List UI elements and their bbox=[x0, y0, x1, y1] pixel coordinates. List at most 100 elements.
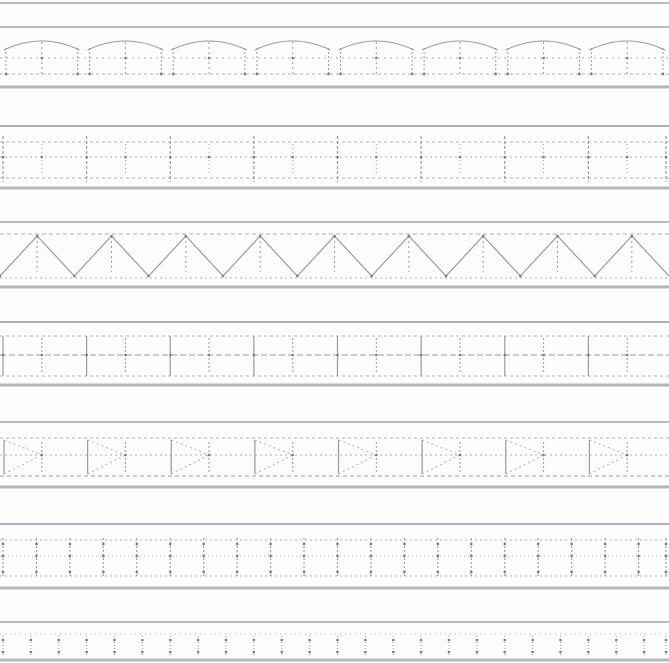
node-joint bbox=[481, 234, 485, 238]
node-joint bbox=[336, 554, 339, 558]
arched-top-member bbox=[3, 40, 80, 51]
node-joint bbox=[235, 570, 239, 574]
node-joint bbox=[590, 72, 593, 76]
node-joint bbox=[124, 155, 127, 159]
node-joint bbox=[364, 638, 367, 642]
node-joint bbox=[269, 570, 272, 574]
k-brace bbox=[505, 454, 544, 475]
node-joint bbox=[339, 72, 342, 76]
node-joint bbox=[88, 72, 91, 76]
node-joint bbox=[419, 155, 423, 159]
node-joint bbox=[664, 554, 668, 558]
node-joint bbox=[419, 638, 423, 642]
node-joint bbox=[336, 650, 339, 654]
node-joint bbox=[614, 638, 618, 642]
node-joint bbox=[559, 638, 562, 642]
node-joint bbox=[68, 570, 72, 574]
node-joint bbox=[291, 56, 294, 60]
node-joint bbox=[291, 353, 294, 357]
node-joint bbox=[29, 638, 33, 642]
node-joint bbox=[587, 638, 590, 642]
k-brace bbox=[589, 454, 628, 475]
node-joint bbox=[124, 353, 127, 357]
node-joint bbox=[642, 650, 646, 654]
node-joint bbox=[184, 234, 188, 238]
arched-top-member bbox=[338, 40, 415, 51]
arched-top-member bbox=[171, 40, 248, 51]
node-joint bbox=[35, 570, 38, 574]
node-joint bbox=[603, 554, 607, 558]
node-joint bbox=[364, 650, 367, 654]
node-joint bbox=[391, 638, 395, 642]
node-joint bbox=[536, 570, 540, 574]
node-joint bbox=[202, 554, 205, 558]
node-joint bbox=[661, 72, 665, 76]
node-joint bbox=[536, 542, 540, 546]
k-brace bbox=[421, 454, 461, 475]
node-joint bbox=[57, 638, 61, 642]
node-joint bbox=[407, 234, 411, 238]
node-joint bbox=[470, 554, 473, 558]
truss-row-2 bbox=[0, 125, 669, 190]
node-joint bbox=[458, 155, 462, 159]
node-joint bbox=[375, 56, 378, 60]
node-joint bbox=[141, 638, 144, 642]
node-joint bbox=[302, 542, 306, 546]
k-brace bbox=[505, 439, 544, 456]
node-joint bbox=[40, 353, 44, 357]
node-joint bbox=[207, 353, 211, 357]
node-joint bbox=[1, 570, 5, 574]
node-joint bbox=[559, 650, 562, 654]
node-joint bbox=[85, 353, 88, 357]
truss-row-4 bbox=[0, 321, 669, 387]
node-joint bbox=[447, 650, 451, 654]
node-joint bbox=[1, 542, 5, 546]
node-joint bbox=[224, 638, 228, 642]
node-joint bbox=[168, 353, 172, 357]
node-joint bbox=[625, 56, 629, 60]
node-joint bbox=[369, 554, 373, 558]
node-joint bbox=[29, 650, 33, 654]
node-joint bbox=[308, 638, 311, 642]
node-joint bbox=[642, 638, 646, 642]
k-brace bbox=[171, 454, 210, 475]
node-joint bbox=[1, 650, 5, 654]
arched-top-member bbox=[87, 40, 164, 51]
node-joint bbox=[578, 72, 581, 76]
node-joint bbox=[403, 542, 406, 546]
node-joint bbox=[542, 155, 545, 159]
node-joint bbox=[458, 453, 462, 457]
node-joint bbox=[375, 353, 378, 357]
node-joint bbox=[135, 570, 139, 574]
node-joint bbox=[570, 570, 573, 574]
node-joint bbox=[333, 234, 336, 238]
node-joint bbox=[587, 353, 590, 357]
node-joint bbox=[637, 570, 640, 574]
k-brace bbox=[254, 439, 293, 456]
node-joint bbox=[570, 542, 573, 546]
k-brace bbox=[421, 439, 461, 456]
node-joint bbox=[436, 570, 440, 574]
node-joint bbox=[336, 353, 339, 357]
node-joint bbox=[4, 72, 8, 76]
node-joint bbox=[135, 554, 139, 558]
node-joint bbox=[113, 638, 116, 642]
node-joint bbox=[587, 650, 590, 654]
node-joint bbox=[664, 155, 668, 159]
node-joint bbox=[536, 554, 540, 558]
node-joint bbox=[124, 56, 127, 60]
node-joint bbox=[113, 650, 116, 654]
node-joint bbox=[630, 234, 634, 238]
node-joint bbox=[280, 650, 284, 654]
node-joint bbox=[587, 155, 590, 159]
node-joint bbox=[269, 554, 272, 558]
node-joint bbox=[614, 650, 618, 654]
node-joint bbox=[637, 542, 640, 546]
node-joint bbox=[73, 274, 76, 278]
node-joint bbox=[503, 570, 507, 574]
node-joint bbox=[196, 650, 200, 654]
node-joint bbox=[1, 353, 5, 357]
node-joint bbox=[542, 453, 545, 457]
node-joint bbox=[422, 72, 426, 76]
